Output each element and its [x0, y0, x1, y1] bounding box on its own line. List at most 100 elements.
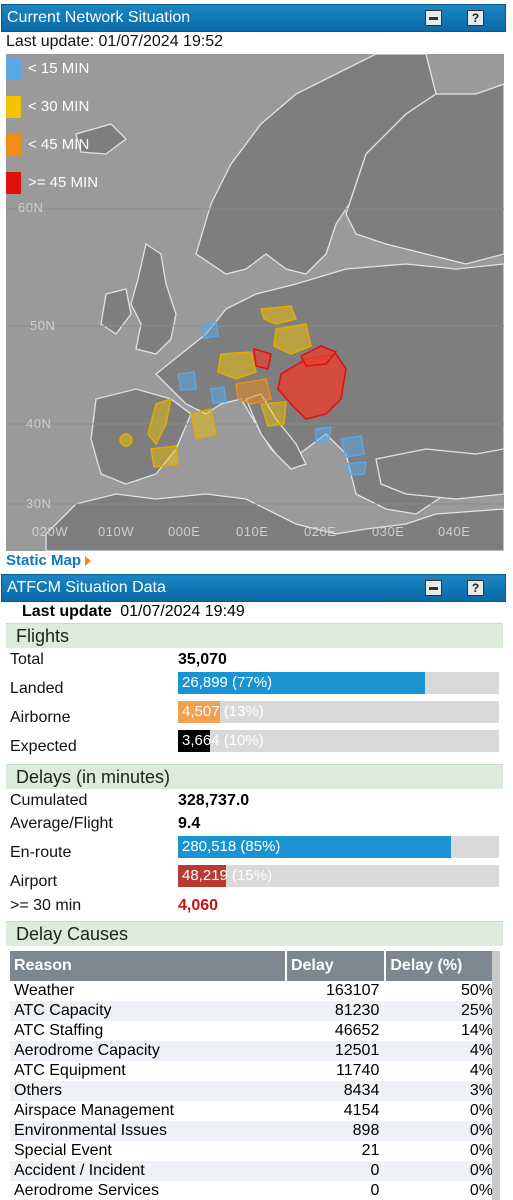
latitude-label: 60N — [18, 200, 44, 215]
delay-causes-table: Reason Delay Delay (%) Weather 163107 50% A… — [10, 951, 500, 1200]
longitude-label: 020E — [304, 524, 337, 539]
reason-cell: Aerodrome Services — [14, 1182, 159, 1199]
help-atfcm-button[interactable]: ? — [467, 580, 484, 596]
atfcm-panel-header: ATFCM Situation Data ? — [1, 574, 506, 602]
atfcm-panel-title: ATFCM Situation Data — [7, 579, 166, 596]
expected-bar: 3,664 (10%) — [178, 730, 499, 752]
legend-swatch — [6, 172, 21, 194]
expected-label: Expected — [10, 738, 77, 755]
network-panel-header: Current Network Situation ? — [1, 4, 506, 32]
reason-cell: Environmental Issues — [10, 1121, 286, 1141]
delay-cell: 12501 — [285, 1041, 386, 1061]
table-header-row: Reason Delay Delay (%) — [10, 951, 500, 981]
table-scrollbar[interactable] — [492, 951, 500, 1200]
delay-percent-cell: 0% — [469, 1142, 493, 1159]
table-row: Special Event 21 0% — [10, 1141, 499, 1161]
airborne-bar: 4,507 (13%) — [178, 701, 499, 723]
total-value: 35,070 — [178, 651, 227, 668]
delay-cell: 81230 — [285, 1001, 386, 1021]
legend-label: < 30 MIN — [28, 98, 90, 115]
legend-label: < 45 MIN — [28, 136, 90, 153]
delays-section-header: Delays (in minutes) — [6, 764, 503, 789]
causes-section-header: Delay Causes — [6, 921, 503, 946]
longitude-label: 010E — [236, 524, 269, 539]
landed-label: Landed — [10, 680, 64, 697]
table-row: Weather 163107 50% — [10, 981, 499, 1001]
delay-cell: 163107 — [325, 982, 380, 999]
table-row: Airspace Management 4154 0% — [10, 1101, 499, 1121]
enroute-bar-fill — [178, 836, 451, 858]
legend-swatch — [6, 58, 21, 80]
reason-cell: Weather — [14, 982, 75, 999]
expected-bar-text: 3,664 (10%) — [182, 732, 264, 749]
table-row: Others 8434 3% — [10, 1081, 499, 1101]
reason-cell: Others — [10, 1081, 286, 1101]
minimize-network-button[interactable] — [425, 10, 442, 26]
delay-cell: 898 — [285, 1121, 386, 1141]
airborne-label: Airborne — [10, 709, 71, 726]
longitude-label: 020W — [32, 524, 68, 539]
minimize-atfcm-button[interactable] — [425, 580, 442, 596]
column-header-delay[interactable]: Delay — [285, 951, 387, 981]
column-header-delay-percent[interactable]: Delay (%) — [385, 951, 500, 981]
longitude-label: 010W — [98, 524, 134, 539]
legend-label: >= 45 MIN — [28, 174, 99, 191]
enroute-bar: 280,518 (85%) — [178, 836, 499, 858]
reason-cell: ATC Capacity — [10, 1001, 286, 1021]
table-row: Aerodrome Services 0 0% — [10, 1181, 499, 1200]
average-value: 9.4 — [178, 815, 201, 832]
static-map-label: Static Map — [6, 552, 82, 569]
legend-swatch — [6, 96, 21, 118]
delay-percent-cell: 0% — [385, 1121, 499, 1141]
delay-cell: 46652 — [334, 1022, 380, 1039]
landed-bar: 26,899 (77%) — [178, 672, 499, 694]
table-row: Environmental Issues 898 0% — [10, 1121, 499, 1141]
over30-value: 4,060 — [178, 897, 219, 914]
latitude-label: 50N — [30, 318, 56, 333]
delay-percent-cell: 4% — [469, 1062, 493, 1079]
airborne-bar-text: 4,507 (13%) — [182, 703, 264, 720]
landed-bar-text: 26,899 (77%) — [182, 674, 273, 691]
flights-section-header: Flights — [6, 623, 503, 648]
network-panel-title: Current Network Situation — [7, 9, 191, 26]
longitude-label: 000E — [168, 524, 201, 539]
table-row: Accident / Incident 0 0% — [10, 1161, 499, 1181]
over30-label: >= 30 min — [10, 897, 82, 914]
legend-swatch — [6, 134, 21, 156]
delay-percent-cell: 50% — [460, 982, 493, 999]
enroute-label: En-route — [10, 844, 72, 861]
airport-bar: 48,219 (15%) — [178, 865, 499, 887]
delay-percent-cell: 4% — [385, 1041, 499, 1061]
arrow-right-icon — [85, 556, 92, 567]
delay-cell: 4154 — [343, 1102, 380, 1119]
network-last-update: Last update: 01/07/2024 19:52 — [6, 33, 224, 50]
total-label: Total — [10, 651, 44, 668]
help-network-button[interactable]: ? — [467, 10, 484, 26]
delay-cell: 21 — [361, 1142, 380, 1159]
atfcm-last-update: Last update 01/07/2024 19:49 — [22, 603, 245, 621]
delay-percent-cell: 0% — [469, 1102, 493, 1119]
cumulated-value: 328,737.0 — [178, 792, 250, 809]
delay-percent-cell: 3% — [385, 1081, 499, 1101]
delay-percent-cell: 14% — [460, 1022, 493, 1039]
latitude-label: 40N — [26, 416, 52, 431]
reason-cell: ATC Equipment — [14, 1062, 126, 1079]
reason-cell: Airspace Management — [14, 1102, 175, 1119]
airport-bar-text: 48,219 (15%) — [182, 867, 273, 884]
table-row: ATC Staffing 46652 14% — [10, 1021, 499, 1041]
cumulated-label: Cumulated — [10, 792, 88, 809]
static-map-link[interactable]: Static Map — [6, 552, 92, 569]
last-update-label: Last update — [22, 603, 112, 620]
airport-bar-fill — [178, 865, 227, 887]
network-map[interactable]: < 15 MIN < 30 MIN < 45 MIN >= 45 MIN 60N… — [6, 54, 504, 551]
airborne-bar-fill — [178, 701, 220, 723]
delay-cell: 11740 — [336, 1062, 380, 1079]
reason-cell: Accident / Incident — [10, 1161, 286, 1181]
map-drawing — [6, 54, 504, 551]
delay-cell: 0 — [370, 1182, 380, 1199]
table-row: ATC Capacity 81230 25% — [10, 1001, 499, 1021]
last-update-value: 01/07/2024 19:49 — [120, 603, 245, 620]
average-label: Average/Flight — [10, 815, 113, 832]
column-header-reason[interactable]: Reason — [10, 951, 287, 981]
landed-bar-fill — [178, 672, 426, 694]
